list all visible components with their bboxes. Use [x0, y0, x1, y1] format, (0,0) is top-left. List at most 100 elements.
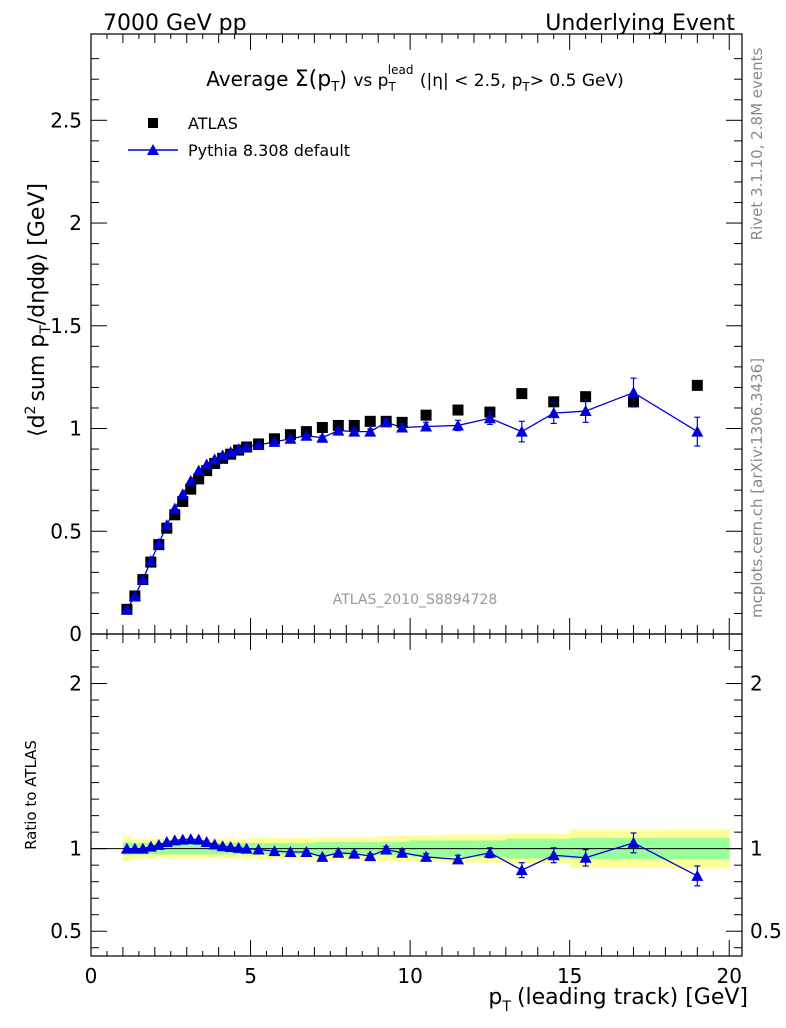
ratio-pythia-line	[126, 838, 698, 877]
pythia-point	[208, 453, 221, 465]
atlas-point	[316, 421, 328, 433]
ratio-point	[627, 836, 640, 848]
ratio-point	[252, 843, 265, 855]
pythia-point	[420, 420, 433, 432]
atlas-point	[580, 391, 592, 403]
y-tick-label: 0.5	[50, 519, 82, 543]
pythia-point	[515, 425, 528, 437]
atlas-point	[364, 415, 376, 427]
legend: ATLAS Pythia 8.308 default	[128, 114, 350, 160]
pythia-point	[396, 421, 409, 433]
ratio-point	[232, 841, 245, 853]
pythia-point	[128, 589, 141, 601]
ratio-point	[420, 850, 433, 862]
atlas-point	[691, 379, 703, 391]
pythia-point	[120, 603, 133, 615]
pythia-point	[200, 458, 213, 470]
ratio-point	[240, 842, 253, 854]
ratio-point	[483, 846, 496, 858]
atlas-point	[201, 465, 213, 477]
legend-pythia-label: Pythia 8.308 default	[188, 141, 350, 160]
ratio-point	[547, 849, 560, 861]
pythia-point	[300, 429, 313, 441]
atlas-point	[169, 509, 181, 521]
pythia-point	[160, 519, 173, 531]
ratio-y-tick-label-right: 2	[750, 672, 763, 696]
legend-pythia-marker	[147, 144, 159, 155]
pythia-point	[240, 441, 253, 453]
pythia-point	[348, 425, 361, 437]
pythia-point	[316, 431, 329, 443]
pythia-point	[224, 446, 237, 458]
analysis-id: ATLAS_2010_S8894728	[333, 592, 498, 608]
ratio-y-tick-label: 2	[69, 672, 82, 696]
ratio-point	[364, 850, 377, 862]
pythia-point	[451, 419, 464, 431]
y-tick-label: 2.5	[50, 108, 82, 132]
y-tick-label: 1	[69, 417, 82, 441]
ratio-point	[200, 836, 213, 848]
atlas-point	[452, 404, 464, 416]
ratio-point	[348, 847, 361, 859]
pythia-point	[216, 449, 229, 461]
x-axis-label: pT (leading track) [GeV]	[488, 985, 748, 1015]
pythia-point	[364, 425, 377, 437]
ratio-point	[168, 834, 181, 846]
chart-title: Average Σ(pT) vs pTlead (|η| < 2.5, pT> …	[206, 55, 623, 95]
x-tick-label: 5	[244, 964, 257, 988]
ratio-point	[396, 846, 409, 858]
y-tick-label: 2	[69, 211, 82, 235]
ratio-point	[300, 845, 313, 857]
ratio-point	[284, 845, 297, 857]
ratio-point	[515, 864, 528, 876]
ratio-point	[332, 846, 345, 858]
ratio-point	[316, 850, 329, 862]
ratio-point	[184, 833, 197, 845]
ratio-point	[208, 838, 221, 850]
atlas-point	[193, 473, 205, 485]
pythia-point	[184, 474, 197, 486]
pythia-point	[579, 405, 592, 417]
y-tick-label: 1.5	[50, 314, 82, 338]
ratio-point	[691, 869, 704, 881]
pythia-point	[152, 537, 165, 549]
pythia-point	[144, 555, 157, 567]
y-axis-label: ⟨d2sum pT/dηdφ⟩ [GeV]	[23, 183, 54, 437]
pythia-point	[284, 432, 297, 444]
header-right: Underlying Event	[545, 11, 735, 36]
pythia-point	[380, 416, 393, 428]
atlas-point	[548, 396, 560, 408]
pythia-point	[192, 464, 205, 476]
x-tick-label: 0	[85, 964, 98, 988]
x-tick-label: 20	[717, 964, 742, 988]
pythia-point	[547, 407, 560, 419]
ratio-point	[192, 833, 205, 845]
header-left: 7000 GeV pp	[103, 11, 247, 36]
ratio-point	[224, 841, 237, 853]
pythia-point	[252, 438, 265, 450]
ratio-point	[152, 838, 165, 850]
atlas-point	[177, 495, 189, 507]
ratio-point	[120, 842, 133, 854]
legend-atlas-marker	[148, 118, 158, 128]
legend-atlas-label: ATLAS	[188, 114, 238, 133]
ratio-y-axis-label: Ratio to ATLAS	[22, 740, 40, 850]
ratio-y-tick-label-right: 1	[750, 837, 763, 861]
pythia-point	[268, 435, 281, 447]
ratio-y-tick-label-right: 0.5	[750, 919, 782, 943]
ratio-point	[176, 833, 189, 845]
atlas-point	[420, 409, 432, 421]
ratio-point	[216, 840, 229, 852]
x-tick-label: 15	[557, 964, 582, 988]
rivet-info: Rivet 3.1.10, 2.8M events	[748, 47, 766, 240]
atlas-point	[185, 483, 197, 495]
y-tick-label-zero: 0	[69, 622, 82, 646]
pythia-point	[332, 424, 345, 436]
x-tick-label: 10	[397, 964, 422, 988]
atlas-point	[516, 388, 528, 400]
ratio-point	[128, 842, 141, 854]
ratio-point	[451, 853, 464, 865]
ratio-frame	[90, 633, 743, 957]
pythia-point	[627, 386, 640, 398]
